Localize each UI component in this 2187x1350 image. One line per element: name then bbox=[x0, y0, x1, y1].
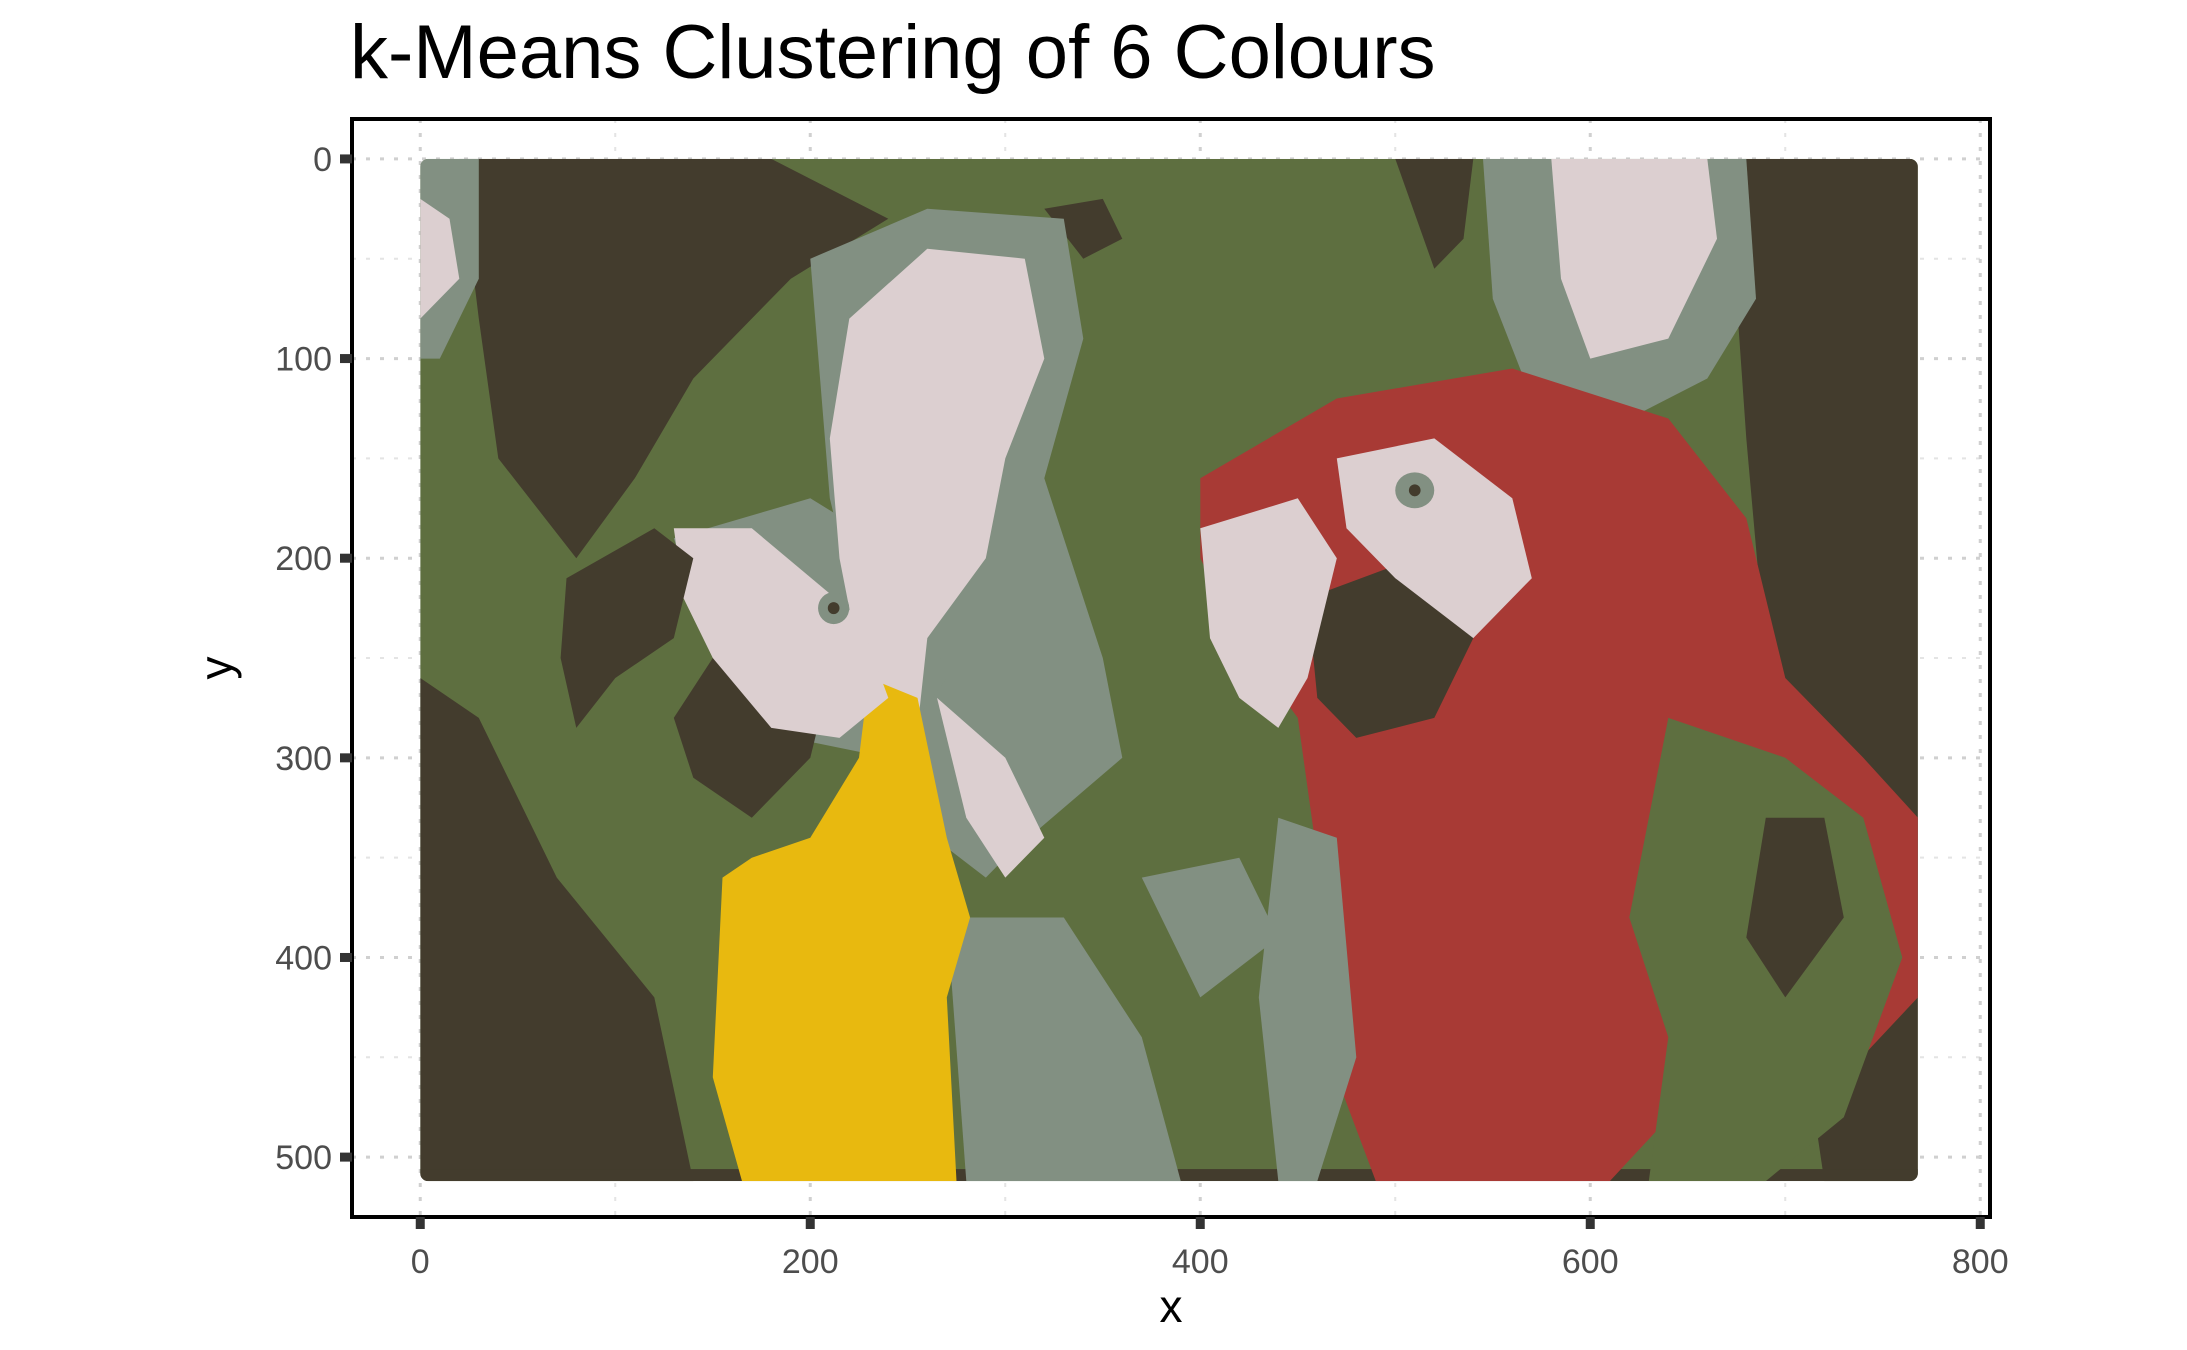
eye-pupil bbox=[827, 602, 840, 615]
pale-region bbox=[1551, 158, 1717, 359]
pale-region bbox=[829, 248, 1045, 818]
y-tick-label: 200 bbox=[275, 540, 332, 578]
dark-region bbox=[560, 528, 694, 728]
y-axis-title: y bbox=[190, 657, 242, 680]
x-tick-label: 0 bbox=[411, 1243, 430, 1281]
axis-ticks: 0 200 400 600 800 0 100 200 300 400 500 bbox=[275, 141, 2008, 1281]
panel-border bbox=[350, 117, 1992, 1219]
y-tick-label: 500 bbox=[275, 1139, 332, 1177]
pale-region bbox=[673, 528, 889, 738]
pale-region bbox=[420, 198, 460, 319]
pale-region bbox=[1200, 498, 1337, 728]
dark-region bbox=[1395, 158, 1474, 269]
yellow-region bbox=[712, 678, 971, 1182]
pale-region bbox=[1336, 438, 1532, 639]
dark-region bbox=[1746, 817, 1844, 998]
dark-region bbox=[420, 678, 694, 1182]
eye-pupil bbox=[1408, 484, 1421, 497]
x-tick-label: 400 bbox=[1172, 1243, 1229, 1281]
chart-title: k-Means Clustering of 6 Colours bbox=[350, 10, 1436, 95]
clustered-image bbox=[420, 158, 1918, 1182]
x-tick-label: 800 bbox=[1952, 1243, 2009, 1281]
greygreen-region bbox=[1258, 817, 1357, 1182]
y-tick-label: 400 bbox=[275, 939, 332, 977]
y-tick-label: 0 bbox=[313, 141, 332, 179]
x-tick-label: 600 bbox=[1562, 1243, 1619, 1281]
y-tick-label: 300 bbox=[275, 740, 332, 778]
greygreen-region bbox=[1141, 857, 1279, 998]
greygreen-region bbox=[946, 917, 1181, 1182]
dark-region bbox=[459, 158, 889, 559]
y-tick-label: 100 bbox=[275, 341, 332, 379]
dark-region bbox=[1044, 198, 1123, 259]
x-tick-label: 200 bbox=[782, 1243, 839, 1281]
x-axis-title: x bbox=[1160, 1280, 1183, 1332]
pale-region bbox=[937, 697, 1045, 878]
